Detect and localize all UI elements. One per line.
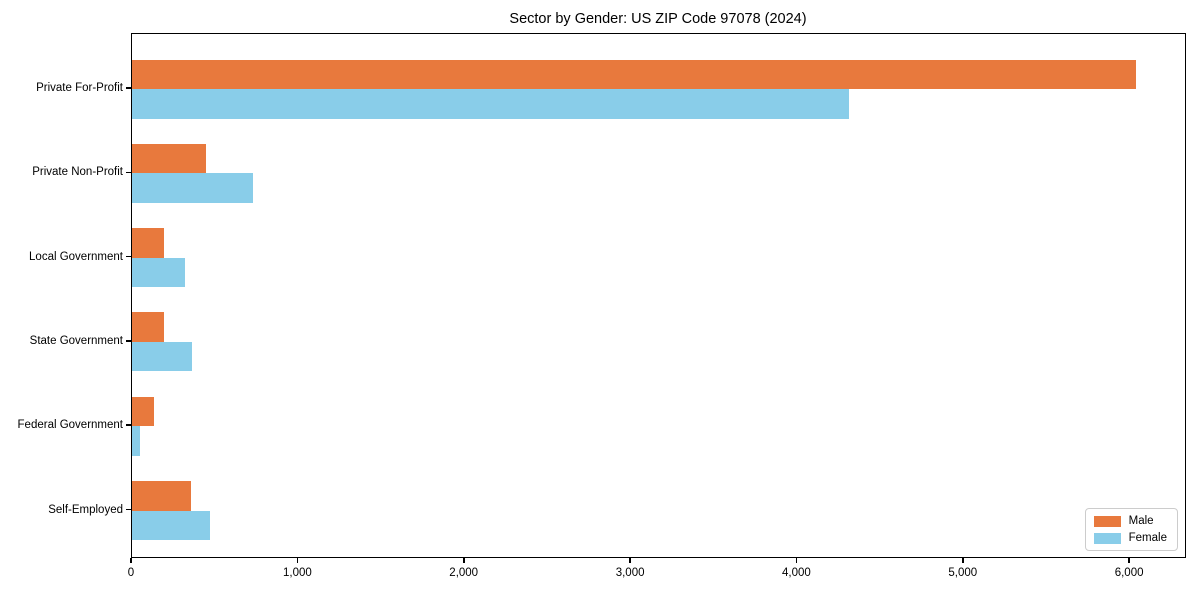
xtick-label-5-000: 5,000 (948, 567, 978, 579)
legend: Male Female (1084, 508, 1178, 551)
xtick-mark (629, 558, 631, 563)
bar-female-local-government (132, 257, 186, 288)
ytick-label-self-employed: Self-Employed (48, 503, 123, 516)
plot-area: Male Female (131, 33, 1186, 558)
chart-title: Sector by Gender: US ZIP Code 97078 (202… (509, 11, 807, 27)
bar-female-self-employed (132, 510, 211, 540)
legend-entry-male: Male (1093, 515, 1167, 527)
legend-swatch-male (1093, 515, 1121, 527)
bar-male-federal-government (132, 396, 154, 427)
bar-female-federal-government (132, 426, 140, 456)
bar-male-self-employed (132, 481, 192, 511)
xtick-mark (463, 558, 465, 563)
legend-label-male: Male (1128, 515, 1154, 527)
ytick-label-private-for-profit: Private For-Profit (36, 82, 123, 94)
bar-male-state-government (132, 312, 165, 342)
ytick-mark (126, 508, 131, 511)
ytick-mark (126, 87, 131, 89)
xtick-mark (296, 558, 299, 563)
bar-male-local-government (132, 228, 165, 258)
xtick-label-6-000: 6,000 (1114, 567, 1144, 579)
legend-swatch-female (1093, 532, 1121, 544)
ytick-mark (126, 424, 131, 426)
bar-male-private-for-profit (132, 59, 1136, 89)
legend-entry-female: Female (1093, 532, 1167, 544)
ytick-mark (126, 171, 131, 174)
legend-label-female: Female (1128, 532, 1167, 544)
xtick-label-4-000: 4,000 (782, 567, 811, 579)
bar-female-private-for-profit (132, 89, 849, 119)
ytick-mark (126, 255, 131, 258)
xtick-label-3-000: 3,000 (615, 567, 645, 579)
bar-female-state-government (132, 341, 192, 372)
ytick-label-federal-government: Federal Government (17, 419, 123, 432)
xtick-label-2-000: 2,000 (449, 567, 479, 579)
ytick-label-private-non-profit: Private Non-Profit (32, 166, 123, 179)
bar-male-private-non-profit (132, 143, 206, 174)
xtick-mark (962, 558, 964, 563)
ytick-label-local-government: Local Government (29, 250, 123, 263)
xtick-label-0: 0 (127, 567, 135, 579)
xtick-mark (1128, 558, 1130, 563)
xtick-mark (130, 558, 132, 563)
xtick-mark (795, 558, 798, 563)
bar-female-private-non-profit (132, 173, 254, 203)
ytick-mark (126, 340, 131, 342)
ytick-label-state-government: State Government (29, 334, 123, 347)
xtick-label-1-000: 1,000 (283, 567, 312, 579)
